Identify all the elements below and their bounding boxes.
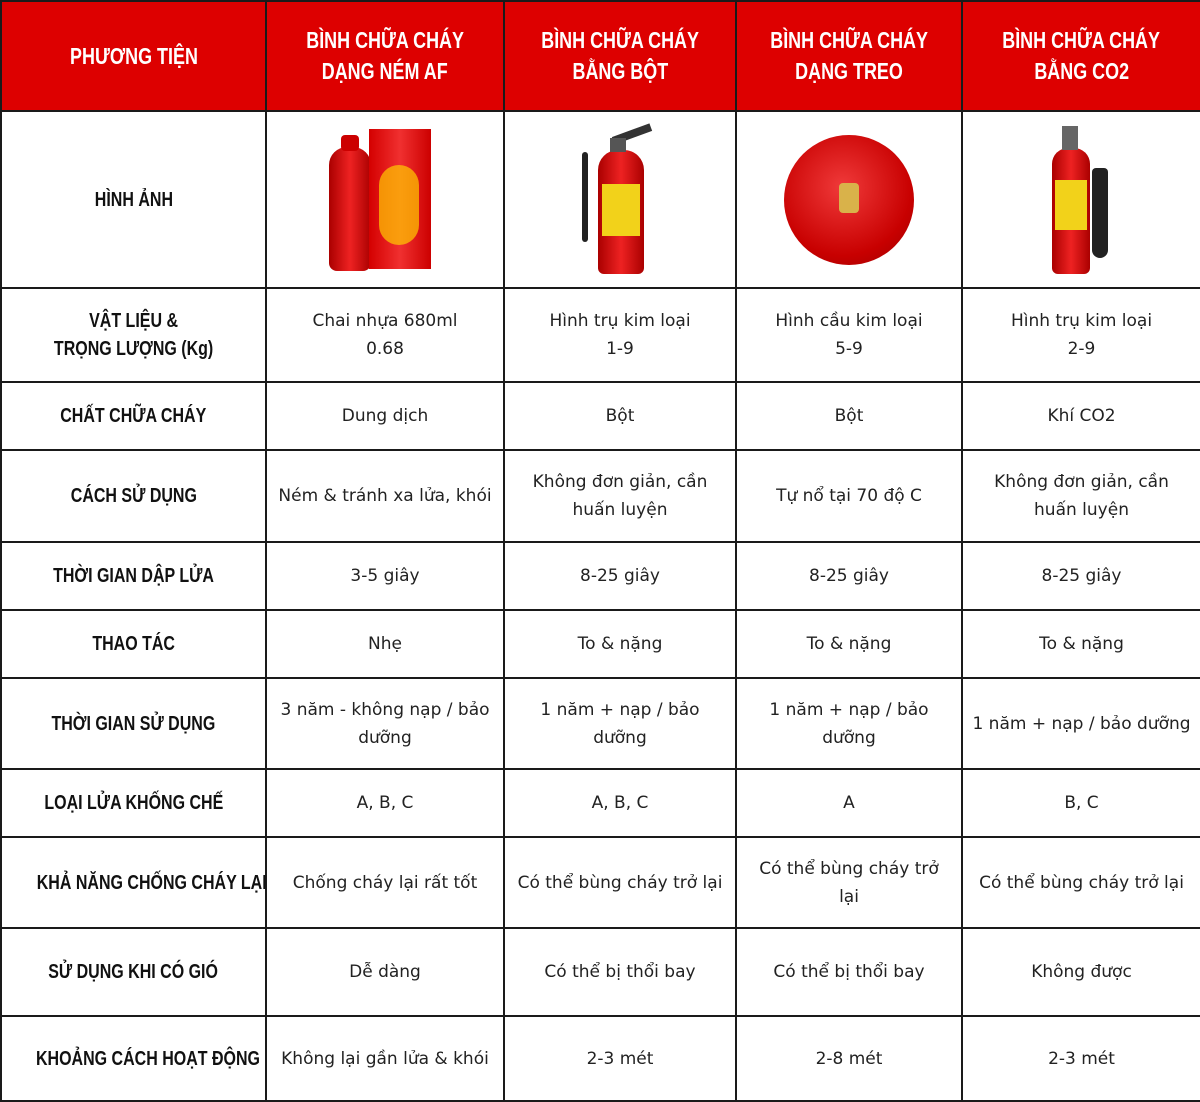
table-cell: B, C (961, 768, 1200, 838)
table-cell: A (735, 768, 963, 838)
table-cell: Dung dịch (265, 381, 505, 451)
af-throwable-extinguisher-icon (325, 125, 445, 275)
table-cell: To & nặng (735, 609, 963, 679)
table-row: SỬ DỤNG KHI CÓ GIÓ Dễ dàng Có thể bị thổi … (0, 927, 1200, 1017)
table-row: KHẢ NĂNG CHỐNG CHÁY LẠI Chống cháy lại rấ… (0, 836, 1200, 929)
table-cell: 8-25 giây (503, 541, 737, 611)
row-label: THỜI GIAN SỬ DỤNG (0, 677, 267, 770)
table-cell: Có thể bùng cháy trở lại (735, 836, 963, 929)
table-cell: 3-5 giây (265, 541, 505, 611)
header-col-hanging: BÌNH CHỮA CHÁY DẠNG TREO (735, 0, 963, 112)
image-cell (735, 110, 963, 289)
table-cell: Bột (735, 381, 963, 451)
table-cell: Hình trụ kim loại 1-9 (503, 287, 737, 383)
row-label: CÁCH SỬ DỤNG (0, 449, 267, 543)
table-cell: Chai nhựa 680ml 0.68 (265, 287, 505, 383)
table-cell: 8-25 giây (735, 541, 963, 611)
row-label: THỜI GIAN DẬP LỬA (0, 541, 267, 611)
row-label: THAO TÁC (0, 609, 267, 679)
table-cell: Bột (503, 381, 737, 451)
table-cell: 3 năm - không nạp / bảo dưỡng (265, 677, 505, 770)
co2-extinguisher-icon (1042, 122, 1122, 277)
table-cell: A, B, C (265, 768, 505, 838)
row-label: KHOẢNG CÁCH HOẠT ĐỘNG (0, 1015, 267, 1102)
table-cell: Khí CO2 (961, 381, 1200, 451)
table-row: CHẤT CHỮA CHÁY Dung dịch Bột Bột Khí CO2 (0, 381, 1200, 451)
image-cell (961, 110, 1200, 289)
table-cell: Không được (961, 927, 1200, 1017)
table-cell: 2-3 mét (961, 1015, 1200, 1102)
table-cell: 1 năm + nạp / bảo dưỡng (735, 677, 963, 770)
table-cell: To & nặng (961, 609, 1200, 679)
header-col-af: BÌNH CHỮA CHÁY DẠNG NÉM AF (265, 0, 505, 112)
row-label: SỬ DỤNG KHI CÓ GIÓ (0, 927, 267, 1017)
table-cell: 2-8 mét (735, 1015, 963, 1102)
table-cell: Có thể bùng cháy trở lại (961, 836, 1200, 929)
table-cell: Ném & tránh xa lửa, khói (265, 449, 505, 543)
table-cell: 1 năm + nạp / bảo dưỡng (961, 677, 1200, 770)
table-row: VẬT LIỆU & TRỌNG LƯỢNG (Kg) Chai nhựa 680m… (0, 287, 1200, 383)
row-label: HÌNH ẢNH (0, 110, 267, 289)
table-row: THAO TÁC Nhẹ To & nặng To & nặng To & nặng (0, 609, 1200, 679)
row-label: CHẤT CHỮA CHÁY (0, 381, 267, 451)
row-label: VẬT LIỆU & TRỌNG LƯỢNG (Kg) (0, 287, 267, 383)
table-row: THỜI GIAN SỬ DỤNG 3 năm - không nạp / bảo… (0, 677, 1200, 770)
table-cell: 2-3 mét (503, 1015, 737, 1102)
table-cell: Tự nổ tại 70 độ C (735, 449, 963, 543)
image-row: HÌNH ẢNH (0, 110, 1200, 289)
table-cell: Không đơn giản, cần huấn luyện (503, 449, 737, 543)
table-cell: Không đơn giản, cần huấn luyện (961, 449, 1200, 543)
header-col-co2: BÌNH CHỮA CHÁY BẰNG CO2 (961, 0, 1200, 112)
table-row: LOẠI LỬA KHỐNG CHẾ A, B, C A, B, C A B, C (0, 768, 1200, 838)
table-row: KHOẢNG CÁCH HOẠT ĐỘNG Không lại gần lửa &… (0, 1015, 1200, 1102)
table-cell: Có thể bùng cháy trở lại (503, 836, 737, 929)
table-cell: Có thể bị thổi bay (503, 927, 737, 1017)
table-cell: 8-25 giây (961, 541, 1200, 611)
table-cell: Nhẹ (265, 609, 505, 679)
header-row: PHƯƠNG TIỆN BÌNH CHỮA CHÁY DẠNG NÉM AF BÌ… (0, 0, 1200, 112)
ceiling-ball-extinguisher-icon (784, 134, 914, 265)
table-cell: A, B, C (503, 768, 737, 838)
table-cell: To & nặng (503, 609, 737, 679)
table-row: THỜI GIAN DẬP LỬA 3-5 giây 8-25 giây 8-25 g… (0, 541, 1200, 611)
table-cell: Dễ dàng (265, 927, 505, 1017)
table-cell: Hình cầu kim loại 5-9 (735, 287, 963, 383)
header-col-powder: BÌNH CHỮA CHÁY BẰNG BỘT (503, 0, 737, 112)
header-label-cell: PHƯƠNG TIỆN (0, 0, 267, 112)
table-cell: Hình trụ kim loại 2-9 (961, 287, 1200, 383)
powder-extinguisher-icon (580, 122, 660, 277)
image-cell (503, 110, 737, 289)
image-cell (265, 110, 505, 289)
row-label: LOẠI LỬA KHỐNG CHẾ (0, 768, 267, 838)
table-cell: 1 năm + nạp / bảo dưỡng (503, 677, 737, 770)
table-cell: Không lại gần lửa & khói (265, 1015, 505, 1102)
table-row: CÁCH SỬ DỤNG Ném & tránh xa lửa, khói Khôn… (0, 449, 1200, 543)
row-label: KHẢ NĂNG CHỐNG CHÁY LẠI (0, 836, 267, 929)
table-cell: Chống cháy lại rất tốt (265, 836, 505, 929)
table-cell: Có thể bị thổi bay (735, 927, 963, 1017)
